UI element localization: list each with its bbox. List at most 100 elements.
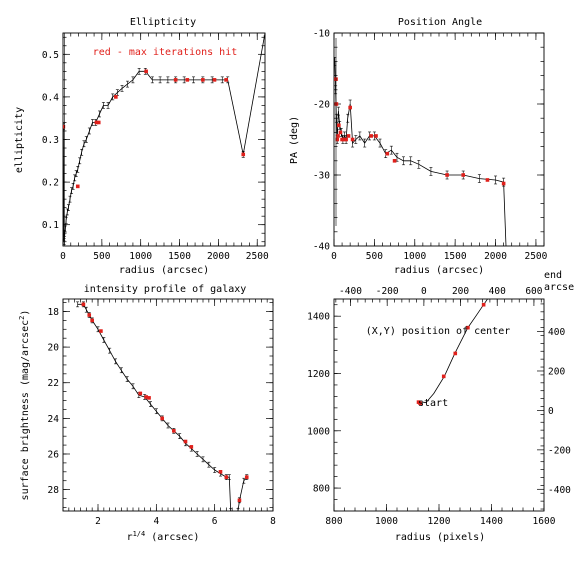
x-axis-label: radius (pixels) xyxy=(395,532,485,543)
red-data-point xyxy=(334,102,339,106)
data-layer xyxy=(63,33,265,246)
panel-title: (X,Y) position of center xyxy=(366,326,511,337)
red-data-point xyxy=(244,475,249,479)
top-x-tick-label: -200 xyxy=(376,286,399,297)
y-axis-label: PA (deg) xyxy=(289,116,300,164)
axis-ticks: 0 500 1000 1500 2000 2500 0.1 0.2 0.3 0.4 0.5 xyxy=(42,33,269,262)
annotation: red - max iterations hit xyxy=(93,47,238,58)
red-data-point xyxy=(173,78,178,82)
y-tick-label: -30 xyxy=(313,171,330,182)
x-tick-label: 1500 xyxy=(168,251,191,262)
red-data-point xyxy=(144,395,148,399)
red-data-point xyxy=(481,302,486,307)
top-x-tick-label: 600 xyxy=(525,286,542,297)
top-axis-label-line: end xyxy=(544,270,562,281)
red-data-point xyxy=(185,78,190,82)
red-data-point xyxy=(94,120,99,125)
y-tick-label: -20 xyxy=(313,100,330,111)
red-data-point xyxy=(87,313,92,317)
red-data-point xyxy=(237,498,242,503)
panel-ellipticity: Ellipticity 0 500 1000 1500 2000 2500 0.1 0.2 0.… xyxy=(14,17,269,276)
y-tick-label: 0.5 xyxy=(42,50,59,61)
red-data-point xyxy=(90,318,94,323)
x-tick-label: 1000 xyxy=(129,251,152,262)
red-data-point xyxy=(147,396,151,400)
series-line xyxy=(417,299,489,404)
axis-ticks: 800 1000 1200 1400 1600 800 1000 1200 1400 -400 -2… xyxy=(307,286,571,527)
red-data-point xyxy=(461,173,466,177)
red-data-point xyxy=(172,429,176,433)
y-axis-label: ellipticity xyxy=(14,107,25,173)
y-tick-label: 18 xyxy=(48,307,60,318)
plot-frame xyxy=(333,32,545,247)
y-tick-label: 0.3 xyxy=(42,135,59,146)
red-data-point xyxy=(75,184,80,189)
top-x-tick-label: 200 xyxy=(452,286,469,297)
x-tick-label: 2000 xyxy=(484,251,507,262)
panel-center-position: 800 1000 1200 1400 1600 800 1000 1200 1400 -400 -2… xyxy=(307,270,574,543)
red-data-point xyxy=(501,181,506,186)
x-tick-label: 500 xyxy=(93,251,110,262)
data-layer xyxy=(334,38,507,246)
x-tick-label: 2000 xyxy=(207,251,230,262)
data-layer xyxy=(416,299,489,406)
red-data-point xyxy=(114,95,118,99)
y-tick-label: 22 xyxy=(48,378,59,389)
red-data-point xyxy=(338,130,343,135)
start-label: start xyxy=(418,398,448,409)
panel-position-angle: Position Angle 0 500 1000 1500 2000 2500 -40 -3… xyxy=(289,17,548,276)
x-tick-label: 0 xyxy=(60,251,66,262)
right-y-tick-label: 0 xyxy=(548,406,554,417)
x-tick-label: 0 xyxy=(331,251,337,262)
series-line xyxy=(237,476,248,511)
red-data-point xyxy=(344,137,348,142)
x-axis-label: radius (arcsec) xyxy=(119,265,209,276)
red-data-point xyxy=(201,78,205,82)
red-data-point xyxy=(337,123,341,128)
top-x-tick-label: -400 xyxy=(339,286,362,297)
red-data-point xyxy=(241,152,246,157)
x-tick-label: 2 xyxy=(95,516,101,527)
red-data-point xyxy=(369,134,373,138)
y-tick-label: -10 xyxy=(313,29,330,40)
right-y-tick-label: -400 xyxy=(548,485,571,496)
x-tick-label: 2500 xyxy=(524,251,547,262)
x-axis-label: r1/4 (arcsec) xyxy=(127,530,200,543)
red-data-point xyxy=(346,134,351,138)
top-x-tick-label: 0 xyxy=(421,286,427,297)
panel-title: intensity profile of galaxy xyxy=(84,284,247,295)
panel-title: Position Angle xyxy=(398,17,482,28)
y-axis-label: surface brightness (mag/arcsec2) xyxy=(18,310,31,501)
top-axis-label: end arcsec xyxy=(544,270,574,293)
x-tick-label: 800 xyxy=(325,516,342,527)
y-tick-label: 28 xyxy=(48,485,60,496)
top-axis-label-line: arcsec xyxy=(544,282,574,293)
x-tick-label: 500 xyxy=(366,251,383,262)
red-data-point xyxy=(485,178,490,182)
series-line xyxy=(334,61,507,246)
y-tick-label: 800 xyxy=(313,484,330,495)
x-axis-label: radius (arcsec) xyxy=(394,265,484,276)
red-data-point xyxy=(348,105,352,110)
x-tick-label: 1000 xyxy=(375,516,398,527)
x-tick-label: 1600 xyxy=(533,516,556,527)
red-data-point xyxy=(453,351,458,356)
y-tick-label: 24 xyxy=(48,414,60,425)
plot-frame xyxy=(62,32,266,247)
axis-ticks: 0 500 1000 1500 2000 2500 -40 -30 -20 -10 xyxy=(313,29,548,263)
y-tick-label: -40 xyxy=(313,242,330,253)
red-data-point xyxy=(224,475,229,479)
red-data-point xyxy=(63,124,66,129)
series-line xyxy=(77,303,232,511)
red-data-point xyxy=(138,391,143,396)
top-x-tick-label: 400 xyxy=(489,286,506,297)
red-data-point xyxy=(385,151,390,156)
red-data-point xyxy=(418,401,422,406)
red-data-point xyxy=(341,137,346,142)
right-y-tick-label: -200 xyxy=(548,445,571,456)
red-data-point xyxy=(224,78,228,82)
series-line xyxy=(63,33,265,242)
right-y-tick-label: 200 xyxy=(548,366,565,377)
